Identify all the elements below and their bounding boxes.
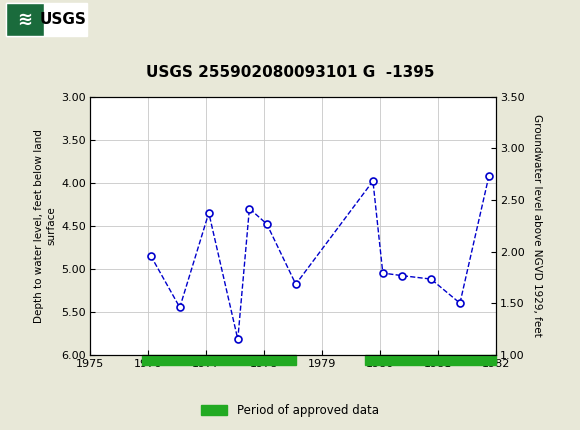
Y-axis label: Groundwater level above NGVD 1929, feet: Groundwater level above NGVD 1929, feet [532,114,542,337]
Text: USGS: USGS [39,12,86,27]
FancyBboxPatch shape [6,3,87,36]
FancyBboxPatch shape [6,3,44,36]
Text: USGS 255902080093101 G  -1395: USGS 255902080093101 G -1395 [146,64,434,80]
Text: ≋: ≋ [17,10,32,28]
Legend: Period of approved data: Period of approved data [197,399,383,422]
Bar [142,355,296,365]
Bar [365,355,496,365]
Y-axis label: Depth to water level, feet below land
surface: Depth to water level, feet below land su… [34,129,57,322]
